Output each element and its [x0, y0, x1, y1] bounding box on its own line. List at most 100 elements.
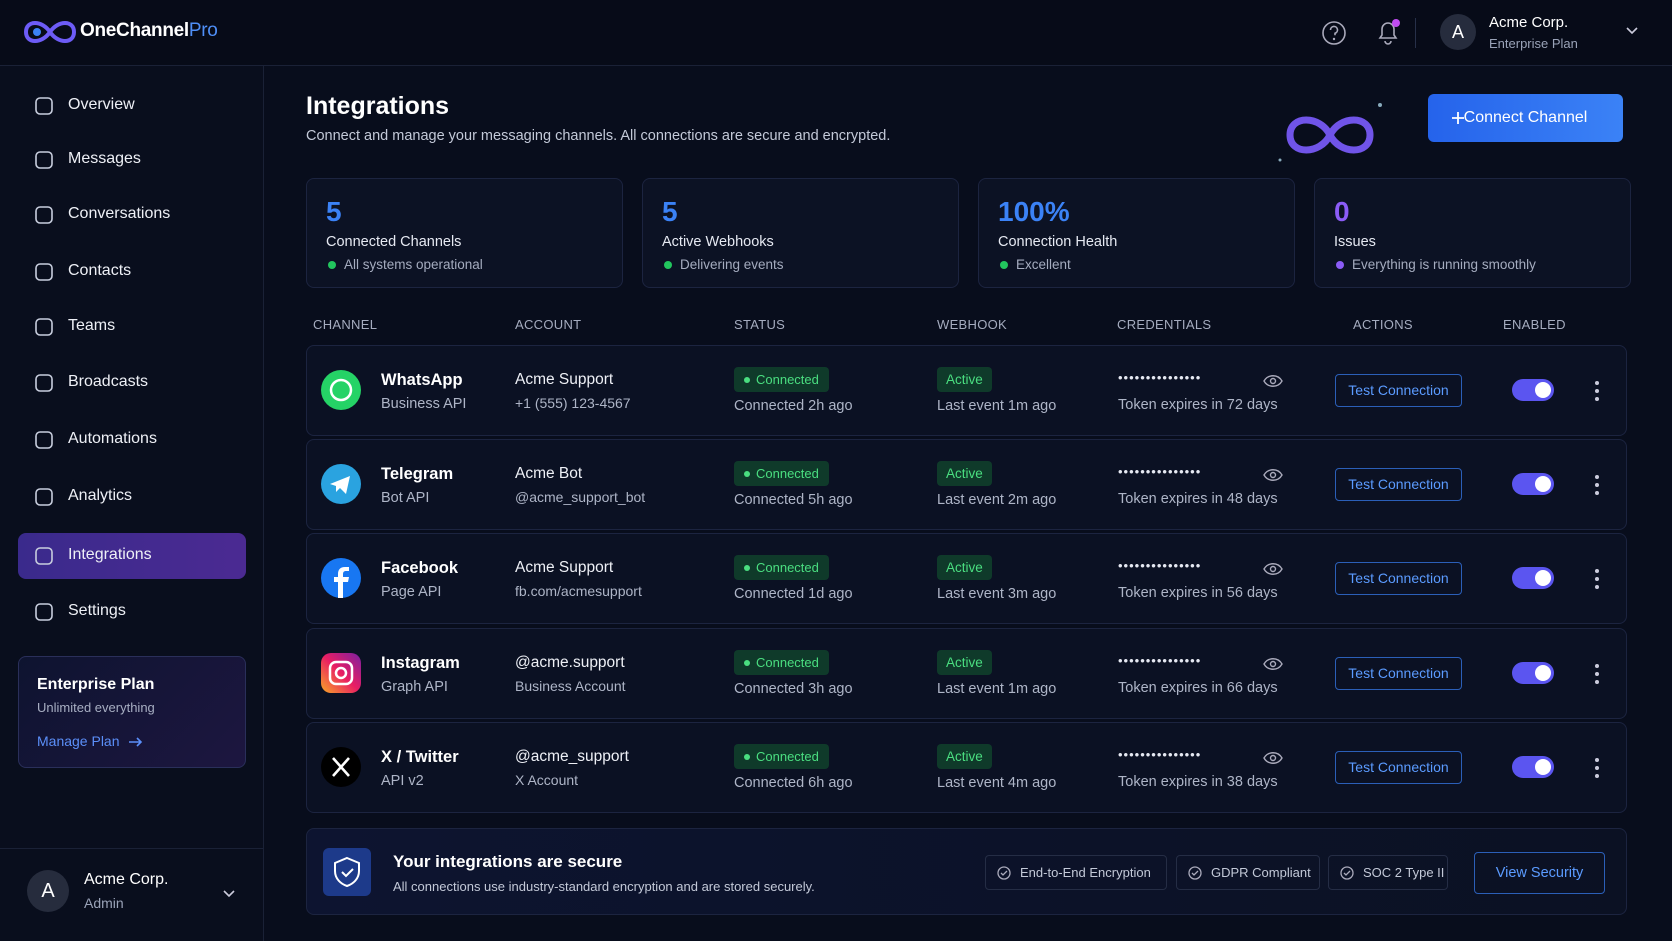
check-shield: [1188, 866, 1202, 885]
test-connection-button[interactable]: Test Connection: [1335, 468, 1462, 501]
webhook-badge: Active: [937, 744, 992, 769]
nav-item[interactable]: Broadcasts: [68, 373, 149, 390]
kebab-menu: [1593, 568, 1601, 595]
toggle-knob: [1535, 382, 1551, 398]
page-title: Integrations: [306, 92, 450, 120]
webhook-time: Last event 1m ago: [937, 681, 1057, 697]
kebab-menu: [1593, 663, 1601, 690]
token-expiry: Token expires in 48 days: [1118, 491, 1278, 507]
eye-icon: [1263, 751, 1283, 770]
status-time: Connected 1d ago: [734, 586, 853, 602]
stat-value: 100%: [998, 196, 1070, 227]
channel-api: Graph API: [381, 679, 448, 695]
webhook-badge: Active: [937, 555, 992, 580]
eye-icon: [1263, 468, 1283, 487]
nav-item[interactable]: Automations: [68, 430, 157, 447]
shield-icon: [323, 848, 371, 901]
account-detail: +1 (555) 123-4567: [515, 395, 631, 411]
chevron-down[interactable]: [1625, 26, 1639, 36]
eye-icon: [1263, 562, 1283, 581]
test-connection-button[interactable]: Test Connection: [1335, 751, 1462, 784]
channel-api: Page API: [381, 584, 442, 600]
channel-icon: [321, 653, 361, 698]
channel-icon: [321, 464, 361, 509]
nav-icon: [34, 546, 54, 571]
stat-label: Issues: [1334, 234, 1376, 250]
nav-item[interactable]: Contacts: [68, 262, 132, 279]
webhook-time: Last event 1m ago: [937, 398, 1057, 414]
kebab-menu: [1593, 757, 1601, 784]
webhook-time: Last event 3m ago: [937, 586, 1057, 602]
status-time: Connected 2h ago: [734, 398, 853, 414]
credentials[interactable]: •••••••••••••••: [1118, 464, 1202, 479]
test-connection-button[interactable]: Test Connection: [1335, 374, 1462, 407]
toggle[interactable]: [1512, 567, 1554, 589]
chevron-down: [222, 886, 236, 904]
table-row: [306, 628, 1627, 719]
sidebar-user-role: Admin: [84, 895, 124, 911]
channel-api: Business API: [381, 396, 467, 412]
nav-item[interactable]: Teams: [68, 317, 116, 334]
help-icon[interactable]: [1321, 20, 1347, 46]
credentials[interactable]: •••••••••••••••: [1118, 653, 1202, 668]
account-detail: Business Account: [515, 678, 626, 694]
nav-item[interactable]: Settings: [68, 602, 126, 619]
nav-icon: [34, 602, 54, 627]
user-plan: Enterprise Plan: [1489, 36, 1578, 51]
kebab-menu: [1593, 474, 1601, 501]
stat-label: Connected Channels: [326, 234, 462, 250]
toggle[interactable]: [1512, 379, 1554, 401]
toggle-knob: [1535, 570, 1551, 586]
test-connection-button[interactable]: Test Connection: [1335, 562, 1462, 595]
arrow-right: [128, 734, 144, 755]
test-connection-button[interactable]: Test Connection: [1335, 657, 1462, 690]
plan-link[interactable]: Manage Plan: [37, 733, 120, 749]
plus-icon: [1451, 111, 1465, 130]
security-text: All connections use industry-standard en…: [393, 879, 815, 894]
status-dot: [1000, 261, 1008, 269]
column-header: ACCOUNT: [515, 317, 582, 332]
toggle-knob: [1535, 476, 1551, 492]
stat-value: 5: [326, 196, 342, 227]
stat-note: All systems operational: [344, 257, 483, 272]
channel-name: Telegram: [381, 465, 454, 483]
nav-item[interactable]: Messages: [68, 150, 141, 167]
webhook-time: Last event 4m ago: [937, 775, 1057, 791]
account-name: Acme Support: [515, 371, 614, 388]
toggle[interactable]: [1512, 756, 1554, 778]
sidebar-avatar: A: [27, 870, 69, 912]
credentials[interactable]: •••••••••••••••: [1118, 370, 1202, 385]
account-detail: X Account: [515, 772, 579, 788]
stat-note: Everything is running smoothly: [1352, 257, 1536, 272]
status-dot: [744, 471, 750, 477]
plan-subtitle: Unlimited everything: [37, 700, 155, 715]
nav-icon: [34, 96, 54, 121]
status-time: Connected 6h ago: [734, 775, 853, 791]
stat-card: [306, 178, 623, 288]
credentials[interactable]: •••••••••••••••: [1118, 747, 1202, 762]
column-header: ENABLED: [1503, 317, 1566, 332]
check-shield: [997, 866, 1011, 885]
webhook-badge: Active: [937, 461, 992, 486]
kebab-menu: [1593, 380, 1601, 407]
nav-item[interactable]: Integrations: [68, 546, 152, 563]
status-dot: [328, 261, 336, 269]
toggle[interactable]: [1512, 473, 1554, 495]
account-name: @acme.support: [515, 654, 625, 671]
nav-item[interactable]: Analytics: [68, 487, 133, 504]
credentials[interactable]: •••••••••••••••: [1118, 558, 1202, 573]
hero-logo-art: [1278, 103, 1382, 162]
notification-icon[interactable]: [1374, 18, 1402, 46]
check-shield: [1340, 866, 1354, 885]
brand: OneChannelPro: [80, 20, 218, 42]
toggle[interactable]: [1512, 662, 1554, 684]
stat-card: [642, 178, 959, 288]
toggle-knob: [1535, 759, 1551, 775]
view-security-button[interactable]: View Security: [1474, 852, 1605, 894]
nav-item[interactable]: Overview: [68, 96, 135, 113]
nav-item[interactable]: Conversations: [68, 205, 171, 222]
channel-icon: [321, 747, 361, 792]
webhook-time: Last event 2m ago: [937, 492, 1057, 508]
token-expiry: Token expires in 72 days: [1118, 397, 1278, 413]
